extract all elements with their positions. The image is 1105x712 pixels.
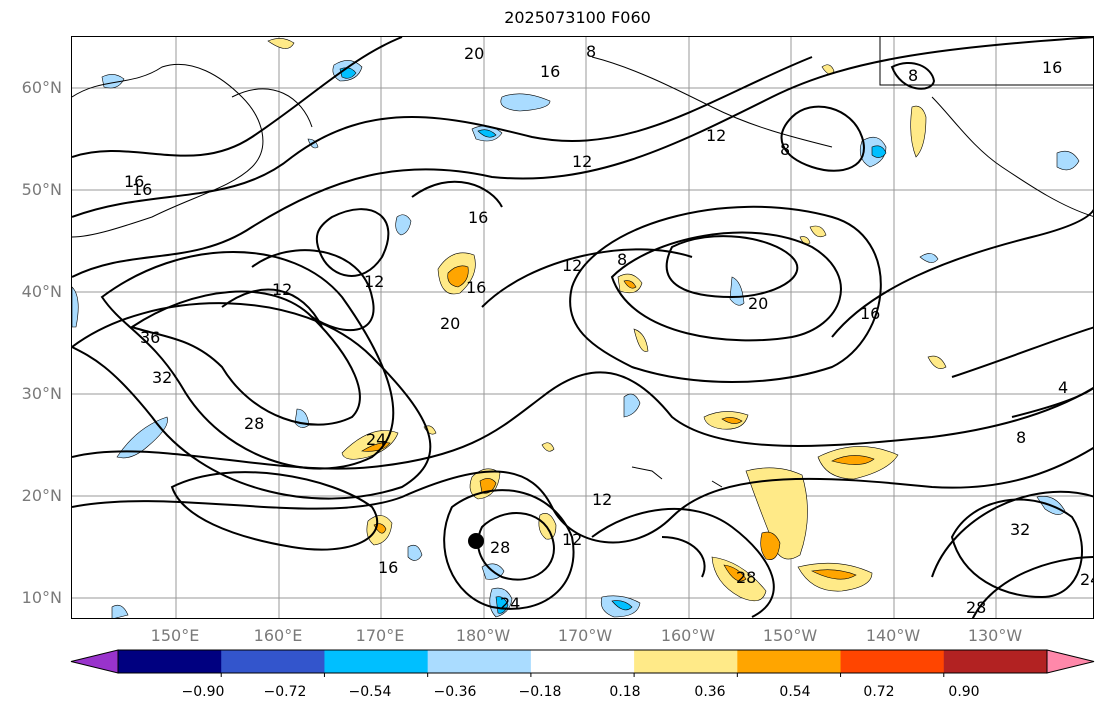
graticule — [72, 37, 1093, 618]
lon-label-180w: 180°W — [455, 626, 511, 645]
contour-label: 24 — [366, 430, 386, 449]
contour-label: 20 — [464, 44, 484, 63]
lon-label-150w: 150°W — [762, 626, 818, 645]
colorbar-segment — [530, 650, 635, 673]
contour-label: 12 — [272, 280, 292, 299]
colorbar-tick-label: 0.54 — [779, 684, 811, 700]
lat-label-20n: 20°N — [21, 486, 62, 505]
contour-label: 12 — [364, 272, 384, 291]
contour-label: 28 — [966, 598, 986, 617]
contour-label: 4 — [1058, 378, 1068, 397]
colorbar-tick-label: −0.18 — [518, 684, 562, 700]
lon-label-160w: 160°W — [660, 626, 716, 645]
contour-label: 16 — [468, 208, 488, 227]
contour-label: 28 — [490, 538, 510, 557]
contour-label: 28 — [244, 414, 264, 433]
contour-label: 20 — [440, 314, 460, 333]
contour-label: 16 — [860, 304, 880, 323]
contour-label: 36 — [140, 328, 160, 347]
colorbar-tick-label: −0.36 — [433, 684, 477, 700]
contour-label: 16 — [540, 62, 560, 81]
contour-label: 16 — [132, 180, 152, 199]
contour-label: 24 — [1080, 570, 1094, 589]
contour-label: 28 — [736, 568, 756, 587]
colorbar-segments — [70, 649, 1095, 674]
map-canvas: 20 8 16 12 8 16 16 12 8 16 12 16 12 8 20… — [72, 37, 1094, 618]
contour-label: 32 — [152, 368, 172, 387]
colorbar-extend-high — [1046, 649, 1095, 674]
colorbar-tick-label: −0.90 — [181, 684, 225, 700]
map-panel: 20 8 16 12 8 16 16 12 8 16 12 16 12 8 20… — [71, 36, 1094, 619]
contour-label: 20 — [748, 294, 768, 313]
colorbar-segment — [737, 650, 842, 673]
lat-label-50n: 50°N — [21, 180, 62, 199]
colorbar-tick-label: −0.54 — [348, 684, 392, 700]
contour-label: 12 — [706, 126, 726, 145]
lon-label-170w: 170°W — [557, 626, 613, 645]
lat-label-60n: 60°N — [21, 78, 62, 97]
lon-label-150e: 150°E — [150, 626, 200, 645]
lat-label-40n: 40°N — [21, 282, 62, 301]
contour-label: 12 — [562, 530, 582, 549]
contour-label: 12 — [562, 256, 582, 275]
contour-label-layer: 20 8 16 12 8 16 16 12 8 16 12 16 12 8 20… — [124, 42, 1094, 617]
contour-label: 8 — [780, 140, 790, 159]
colorbar-tick-label: 0.36 — [694, 684, 726, 700]
lat-label-30n: 30°N — [21, 384, 62, 403]
contour-label: 16 — [1042, 58, 1062, 77]
colorbar-outline — [117, 649, 1048, 674]
colorbar-segment — [634, 650, 738, 673]
colorbar-segment — [324, 650, 429, 673]
colorbar-tick-label: 0.72 — [863, 684, 895, 700]
contour-label: 8 — [908, 66, 918, 85]
lon-label-160e: 160°E — [253, 626, 303, 645]
lat-label-10n: 10°N — [21, 588, 62, 607]
contour-label: 8 — [586, 42, 596, 61]
colorbar-segment — [427, 650, 532, 673]
height-contours — [72, 37, 1093, 618]
contour-label: 16 — [378, 558, 398, 577]
colorbar-ticklines — [220, 673, 945, 677]
cyclone-marker — [468, 533, 484, 549]
contour-label: 8 — [617, 250, 627, 269]
colorbar-segment — [840, 650, 945, 673]
colorbar-extend-low — [70, 649, 119, 674]
contour-label: 32 — [1010, 520, 1030, 539]
lon-label-170e: 170°E — [355, 626, 405, 645]
colorbar-segment — [943, 650, 1048, 673]
coastlines — [72, 37, 1093, 488]
contour-label: 12 — [572, 152, 592, 171]
colorbar-segment — [118, 650, 222, 673]
contour-label: 8 — [1016, 428, 1026, 447]
colorbar-tick-label: −0.72 — [263, 684, 307, 700]
contour-label: 12 — [592, 490, 612, 509]
colorbar-segment — [221, 650, 325, 673]
contour-label: 16 — [124, 172, 144, 191]
map-title: 2025073100 F060 — [504, 8, 651, 27]
contour-label: 24 — [500, 594, 520, 613]
lon-label-140w: 140°W — [865, 626, 921, 645]
lon-label-130w: 130°W — [967, 626, 1023, 645]
contour-label: 16 — [466, 278, 486, 297]
colorbar-tick-label: 0.18 — [609, 684, 641, 700]
colorbar-tick-label: 0.90 — [948, 684, 980, 700]
